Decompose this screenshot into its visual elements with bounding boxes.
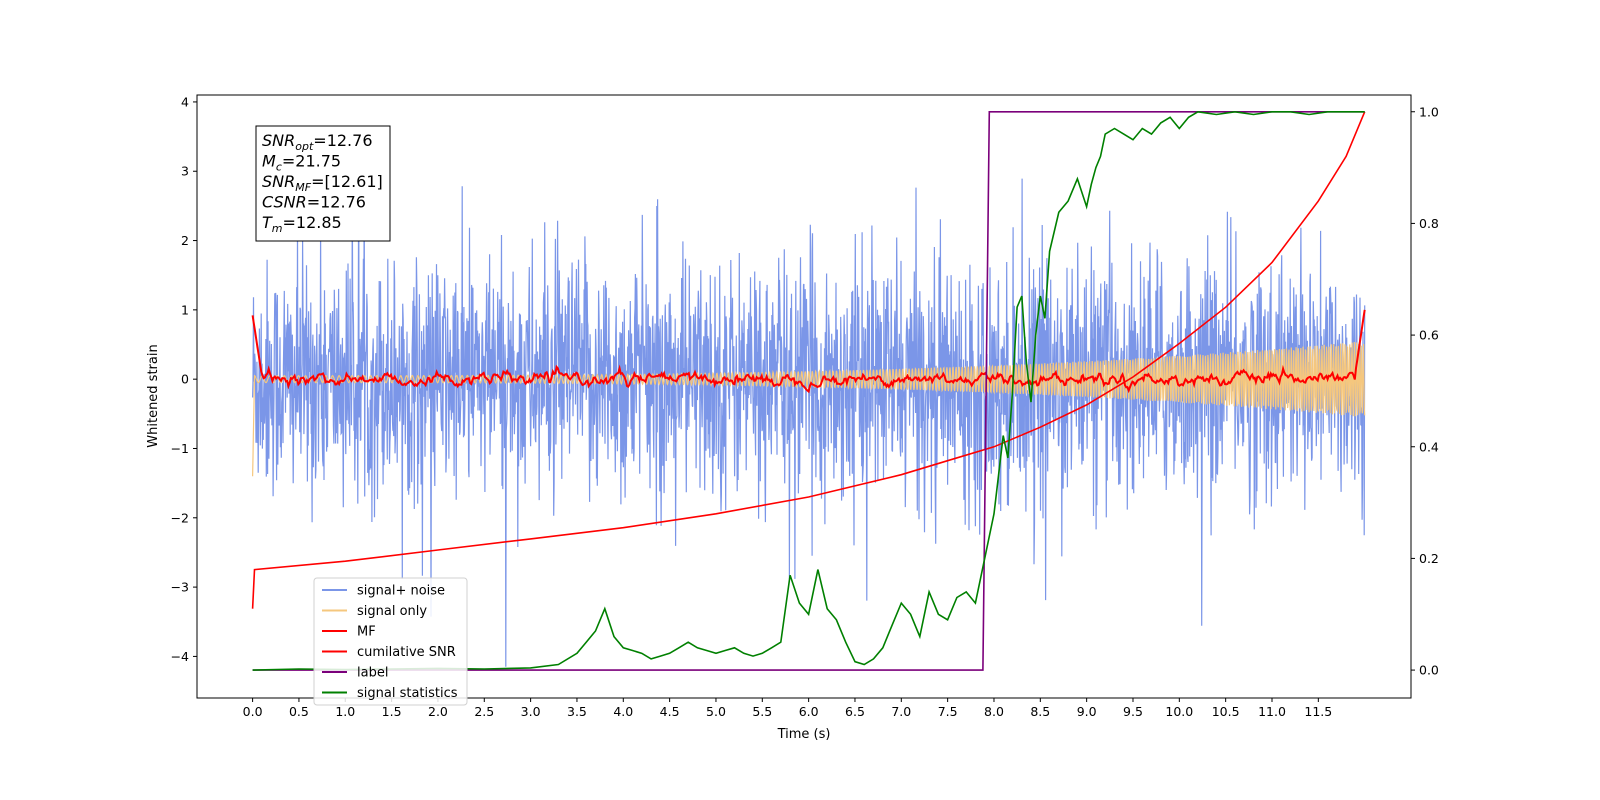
y-tick-label-right: 0.0 xyxy=(1419,663,1439,678)
x-tick-label: 9.5 xyxy=(1123,704,1143,719)
axes-frame xyxy=(196,94,1412,699)
x-tick-label: 7.5 xyxy=(938,704,958,719)
y-tick-label-right: 0.8 xyxy=(1419,216,1439,231)
x-tick-label: 4.0 xyxy=(613,704,633,719)
legend-label: cumilative SNR xyxy=(357,645,456,660)
x-axis-label: Time (s) xyxy=(777,727,831,742)
x-tick-label: 3.0 xyxy=(521,704,541,719)
x-tick-label: 4.5 xyxy=(660,704,680,719)
x-tick-label: 3.5 xyxy=(567,704,587,719)
info-box-line: Tm=12.85 xyxy=(262,213,342,235)
x-tick-label: 11.5 xyxy=(1304,704,1332,719)
x-tick-label: 11.0 xyxy=(1258,704,1286,719)
x-tick-label: 6.0 xyxy=(799,704,819,719)
x-tick-label: 8.5 xyxy=(1030,704,1050,719)
series-mf xyxy=(251,309,1366,394)
x-tick-label: 10.5 xyxy=(1212,704,1240,719)
x-tick-label: 0.0 xyxy=(243,704,263,719)
x-axis: 0.0 0.5 1.0 1.5 2.0 2.5 3.0 3.5 4.0 4.5 5.0 5.5 6.0 6… xyxy=(243,698,1332,719)
y-axis-label-left: Whitened strain xyxy=(146,344,161,447)
info-box-frame xyxy=(255,125,391,242)
y-tick-label-right: 1.0 xyxy=(1419,104,1439,119)
info-box-line: CSNR=12.76 xyxy=(262,193,366,212)
legend-label: MF xyxy=(357,625,376,640)
legend-label: signal+ noise xyxy=(357,584,445,599)
x-tick-label: 2.5 xyxy=(474,704,494,719)
x-tick-label: 1.0 xyxy=(335,704,355,719)
y-tick-label-left: −3 xyxy=(171,580,189,595)
y-axis-left: 4 3 2 1 0 −1 −2 −3 −4 xyxy=(171,94,197,664)
x-tick-label: 5.0 xyxy=(706,704,726,719)
y-tick-label-left: 0 xyxy=(181,372,189,387)
y-tick-label-left: 1 xyxy=(181,302,189,317)
y-tick-label-left: 3 xyxy=(181,164,189,179)
x-tick-label: 2.0 xyxy=(428,704,448,719)
x-tick-label: 10.0 xyxy=(1165,704,1193,719)
series-signal-statistics xyxy=(252,110,1365,671)
legend-frame xyxy=(313,577,468,706)
plot-area xyxy=(251,110,1366,671)
x-tick-label: 6.5 xyxy=(845,704,865,719)
x-tick-label: 5.5 xyxy=(752,704,772,719)
x-tick-label: 0.5 xyxy=(289,704,309,719)
info-box-line: SNRMF=[12.61] xyxy=(262,172,383,194)
y-tick-label-right: 0.4 xyxy=(1419,439,1439,454)
y-tick-label-left: −2 xyxy=(171,510,189,525)
y-tick-label-right: 0.2 xyxy=(1419,551,1439,566)
series-cumilative-snr xyxy=(251,111,1366,609)
series-signal-only xyxy=(252,341,1366,477)
legend-label: signal only xyxy=(357,604,427,619)
legend-label: signal statistics xyxy=(357,686,458,701)
y-axis-right: 1.0 0.8 0.6 0.4 0.2 0.0 xyxy=(1411,104,1439,678)
info-box-line: Mc=21.75 xyxy=(262,152,341,174)
x-tick-label: 1.5 xyxy=(382,704,402,719)
info-box: SNRopt=12.76Mc=21.75SNRMF=[12.61]CSNR=12… xyxy=(255,125,391,242)
series-label xyxy=(252,111,1365,671)
info-box-line: SNRopt=12.76 xyxy=(262,131,373,153)
x-tick-label: 7.0 xyxy=(891,704,911,719)
legend: signal+ noise signal only MF cumilative SNR… xyxy=(313,577,468,706)
y-tick-label-right: 0.6 xyxy=(1419,328,1439,343)
y-tick-label-left: 4 xyxy=(181,94,189,109)
y-tick-label-left: −4 xyxy=(171,649,189,664)
legend-label: label xyxy=(357,666,388,681)
y-tick-label-left: −1 xyxy=(171,441,189,456)
y-tick-label-left: 2 xyxy=(181,233,189,248)
x-tick-label: 8.0 xyxy=(984,704,1004,719)
x-tick-label: 9.0 xyxy=(1077,704,1097,719)
